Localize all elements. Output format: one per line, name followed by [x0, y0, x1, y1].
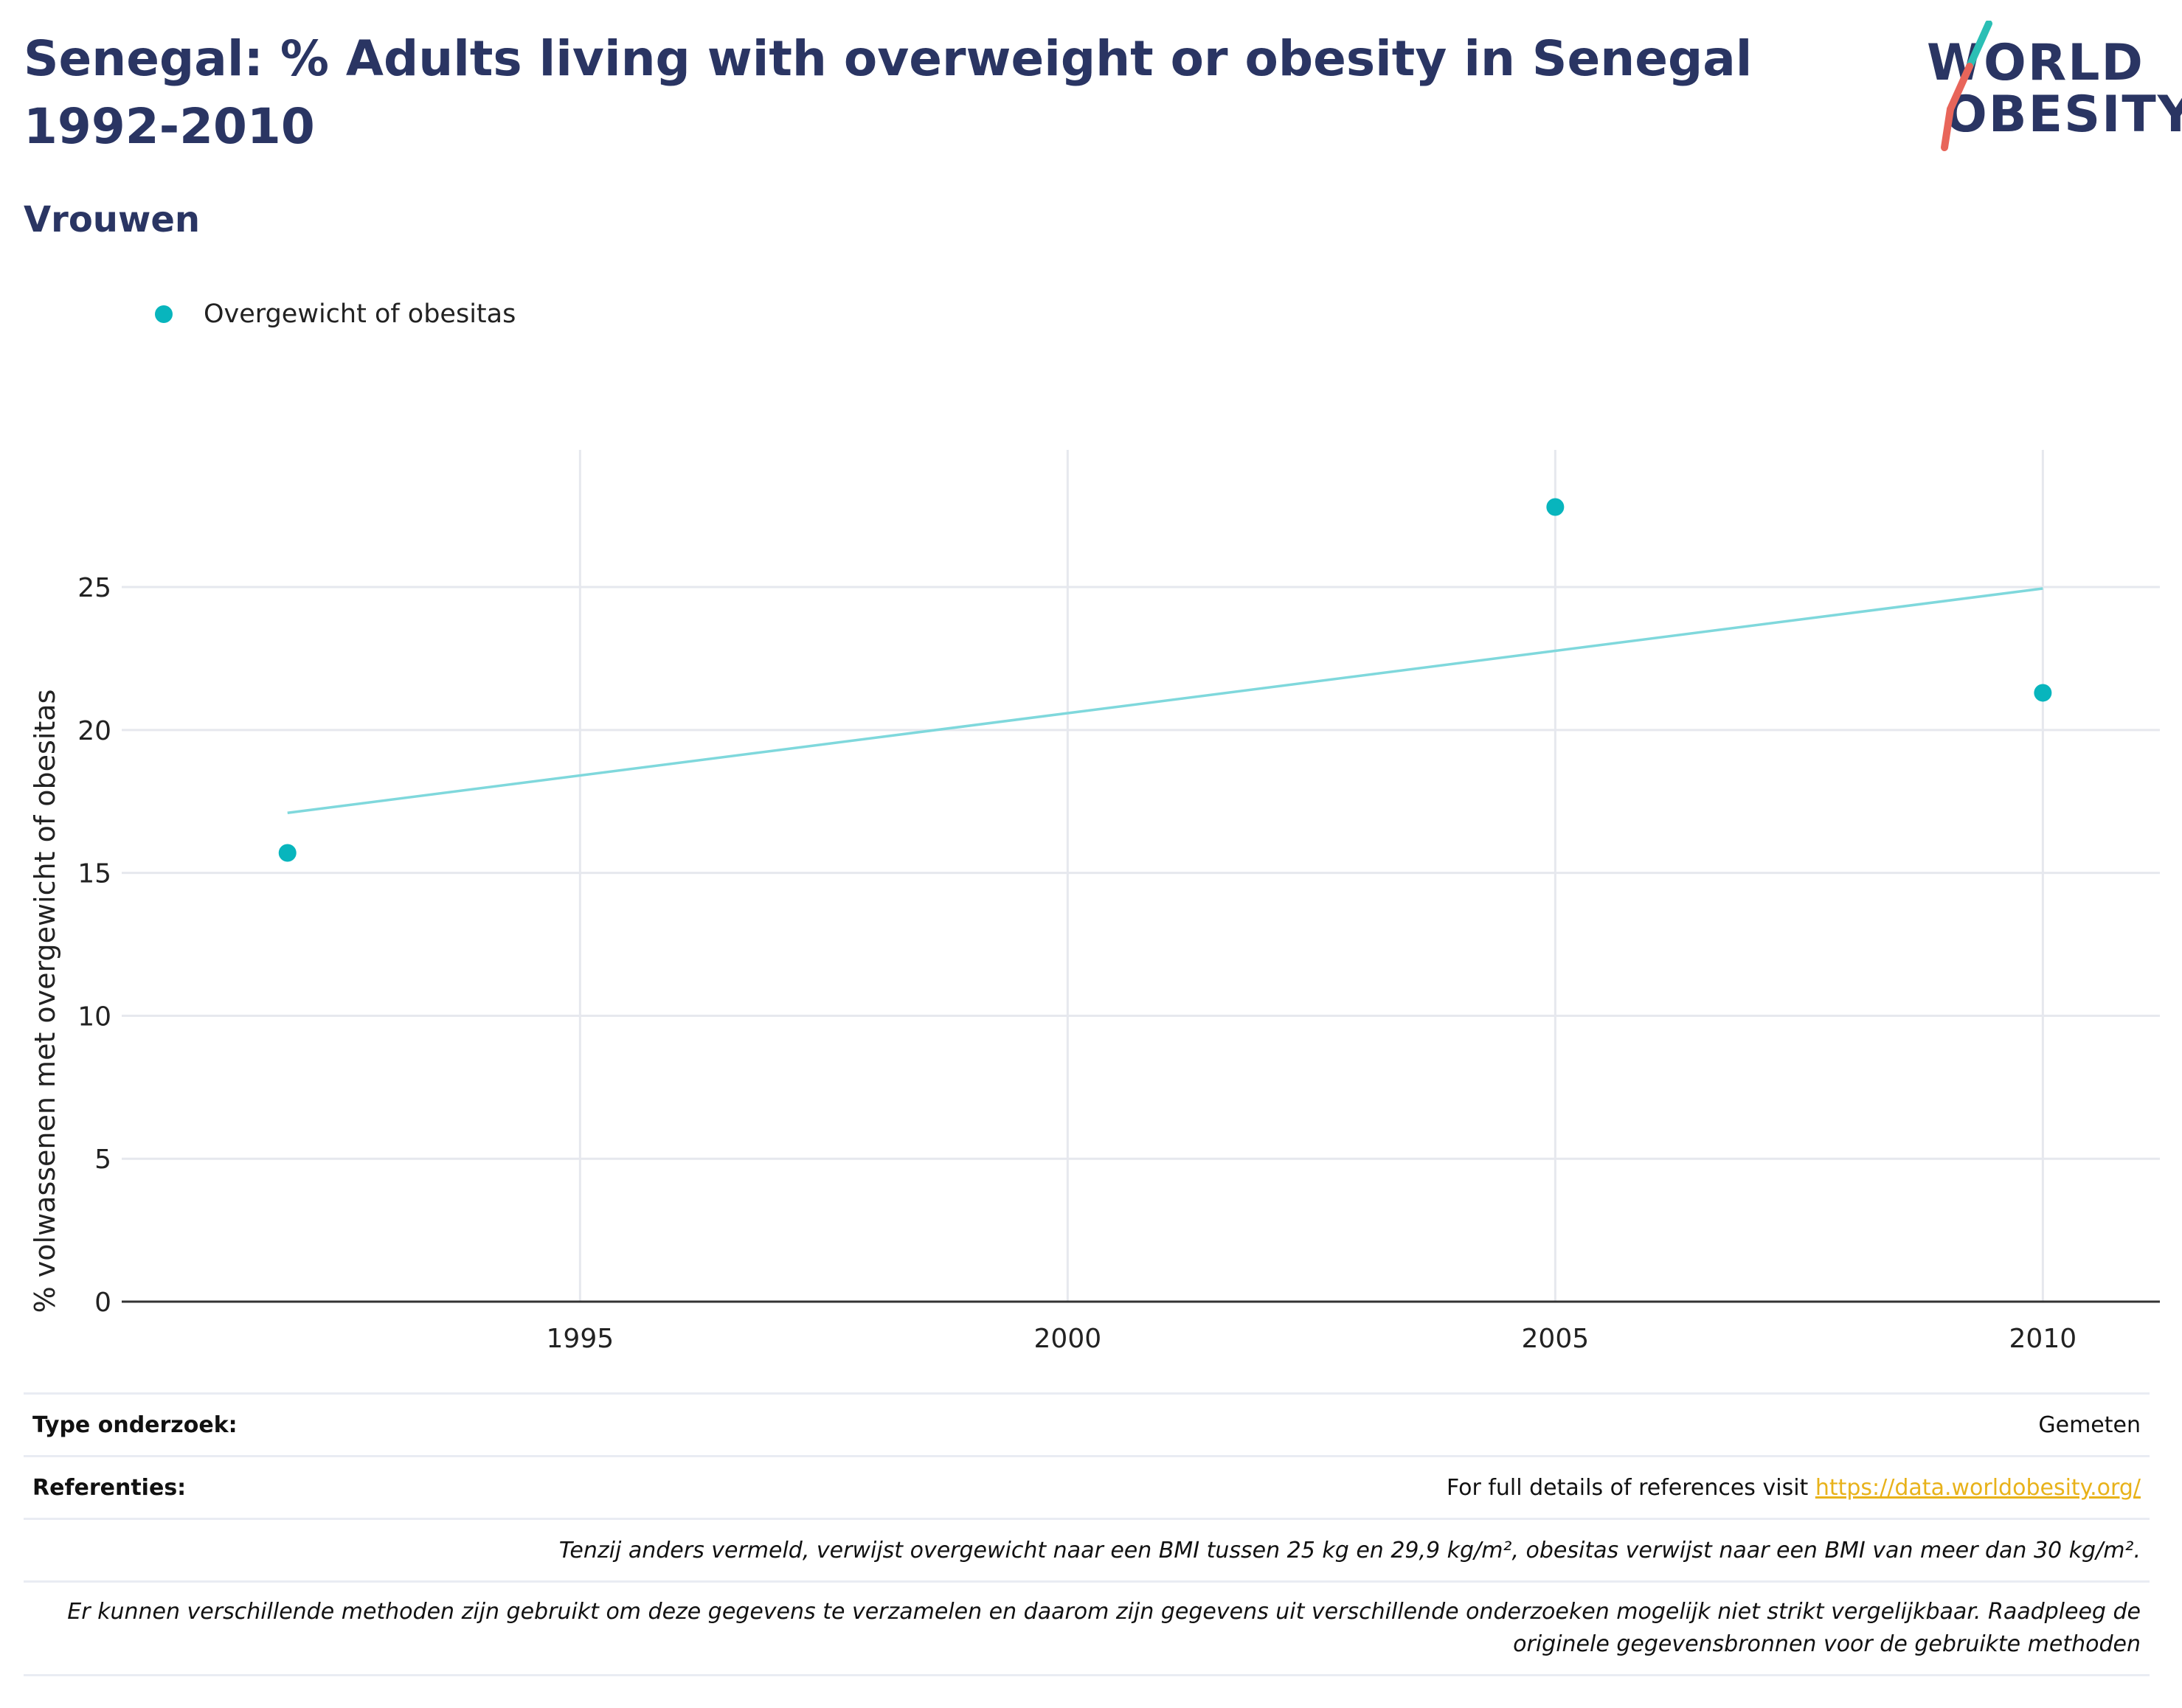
footer-row-type: Type onderzoek: Gemeten: [24, 1392, 2150, 1455]
scatter-chart: 0 5 10 15 20 25 1995 2000 2005 2010 % volwassenen …: [29, 450, 2160, 1354]
data-point: [278, 844, 297, 862]
y-axis-title: % volwassenen met overgewicht of obesita…: [29, 690, 61, 1313]
y-tick-label: 20: [77, 716, 111, 746]
y-tick-label: 5: [94, 1145, 111, 1175]
y-tick-label: 25: [77, 573, 111, 603]
footer-note-methods: Er kunnen verschillende methoden zijn ge…: [24, 1580, 2150, 1676]
type-label: Type onderzoek:: [32, 1412, 238, 1438]
references-text: For full details of references visit: [1446, 1474, 1815, 1501]
references-label: Referenties:: [32, 1474, 187, 1501]
chart-footer: Type onderzoek: Gemeten Referenties: For…: [24, 1392, 2150, 1676]
logo-slash-icon: [1941, 21, 1992, 151]
footer-row-references: Referenties: For full details of referen…: [24, 1455, 2150, 1518]
logo-text-line2: OBESITY: [1944, 86, 2182, 144]
references-link[interactable]: https://data.worldobesity.org/: [1815, 1474, 2141, 1501]
legend-marker-icon: [155, 305, 173, 323]
type-value: Gemeten: [2038, 1412, 2141, 1438]
x-tick-label: 2010: [2009, 1324, 2077, 1354]
x-tick-label: 1995: [547, 1324, 614, 1354]
page-title: Senegal: % Adults living with overweight…: [24, 30, 1753, 155]
y-tick-label: 10: [77, 1001, 111, 1032]
legend-label: Overgewicht of obesitas: [204, 299, 516, 329]
chart-legend: Overgewicht of obesitas: [155, 298, 516, 330]
x-tick-label: 2005: [1522, 1324, 1590, 1354]
y-tick-label: 15: [77, 859, 111, 889]
data-point: [1546, 498, 1565, 516]
trendline: [287, 587, 2043, 814]
chart-subtitle: Vrouwen: [24, 199, 201, 240]
world-obesity-logo: WORLD OBESITY: [1918, 21, 2182, 153]
footer-note-definition: Tenzij anders vermeld, verwijst overgewi…: [24, 1518, 2150, 1580]
data-point: [2034, 684, 2052, 702]
x-tick-label: 2000: [1034, 1324, 1102, 1354]
y-tick-label: 0: [94, 1288, 111, 1318]
references-value: For full details of references visit htt…: [1447, 1475, 2141, 1501]
